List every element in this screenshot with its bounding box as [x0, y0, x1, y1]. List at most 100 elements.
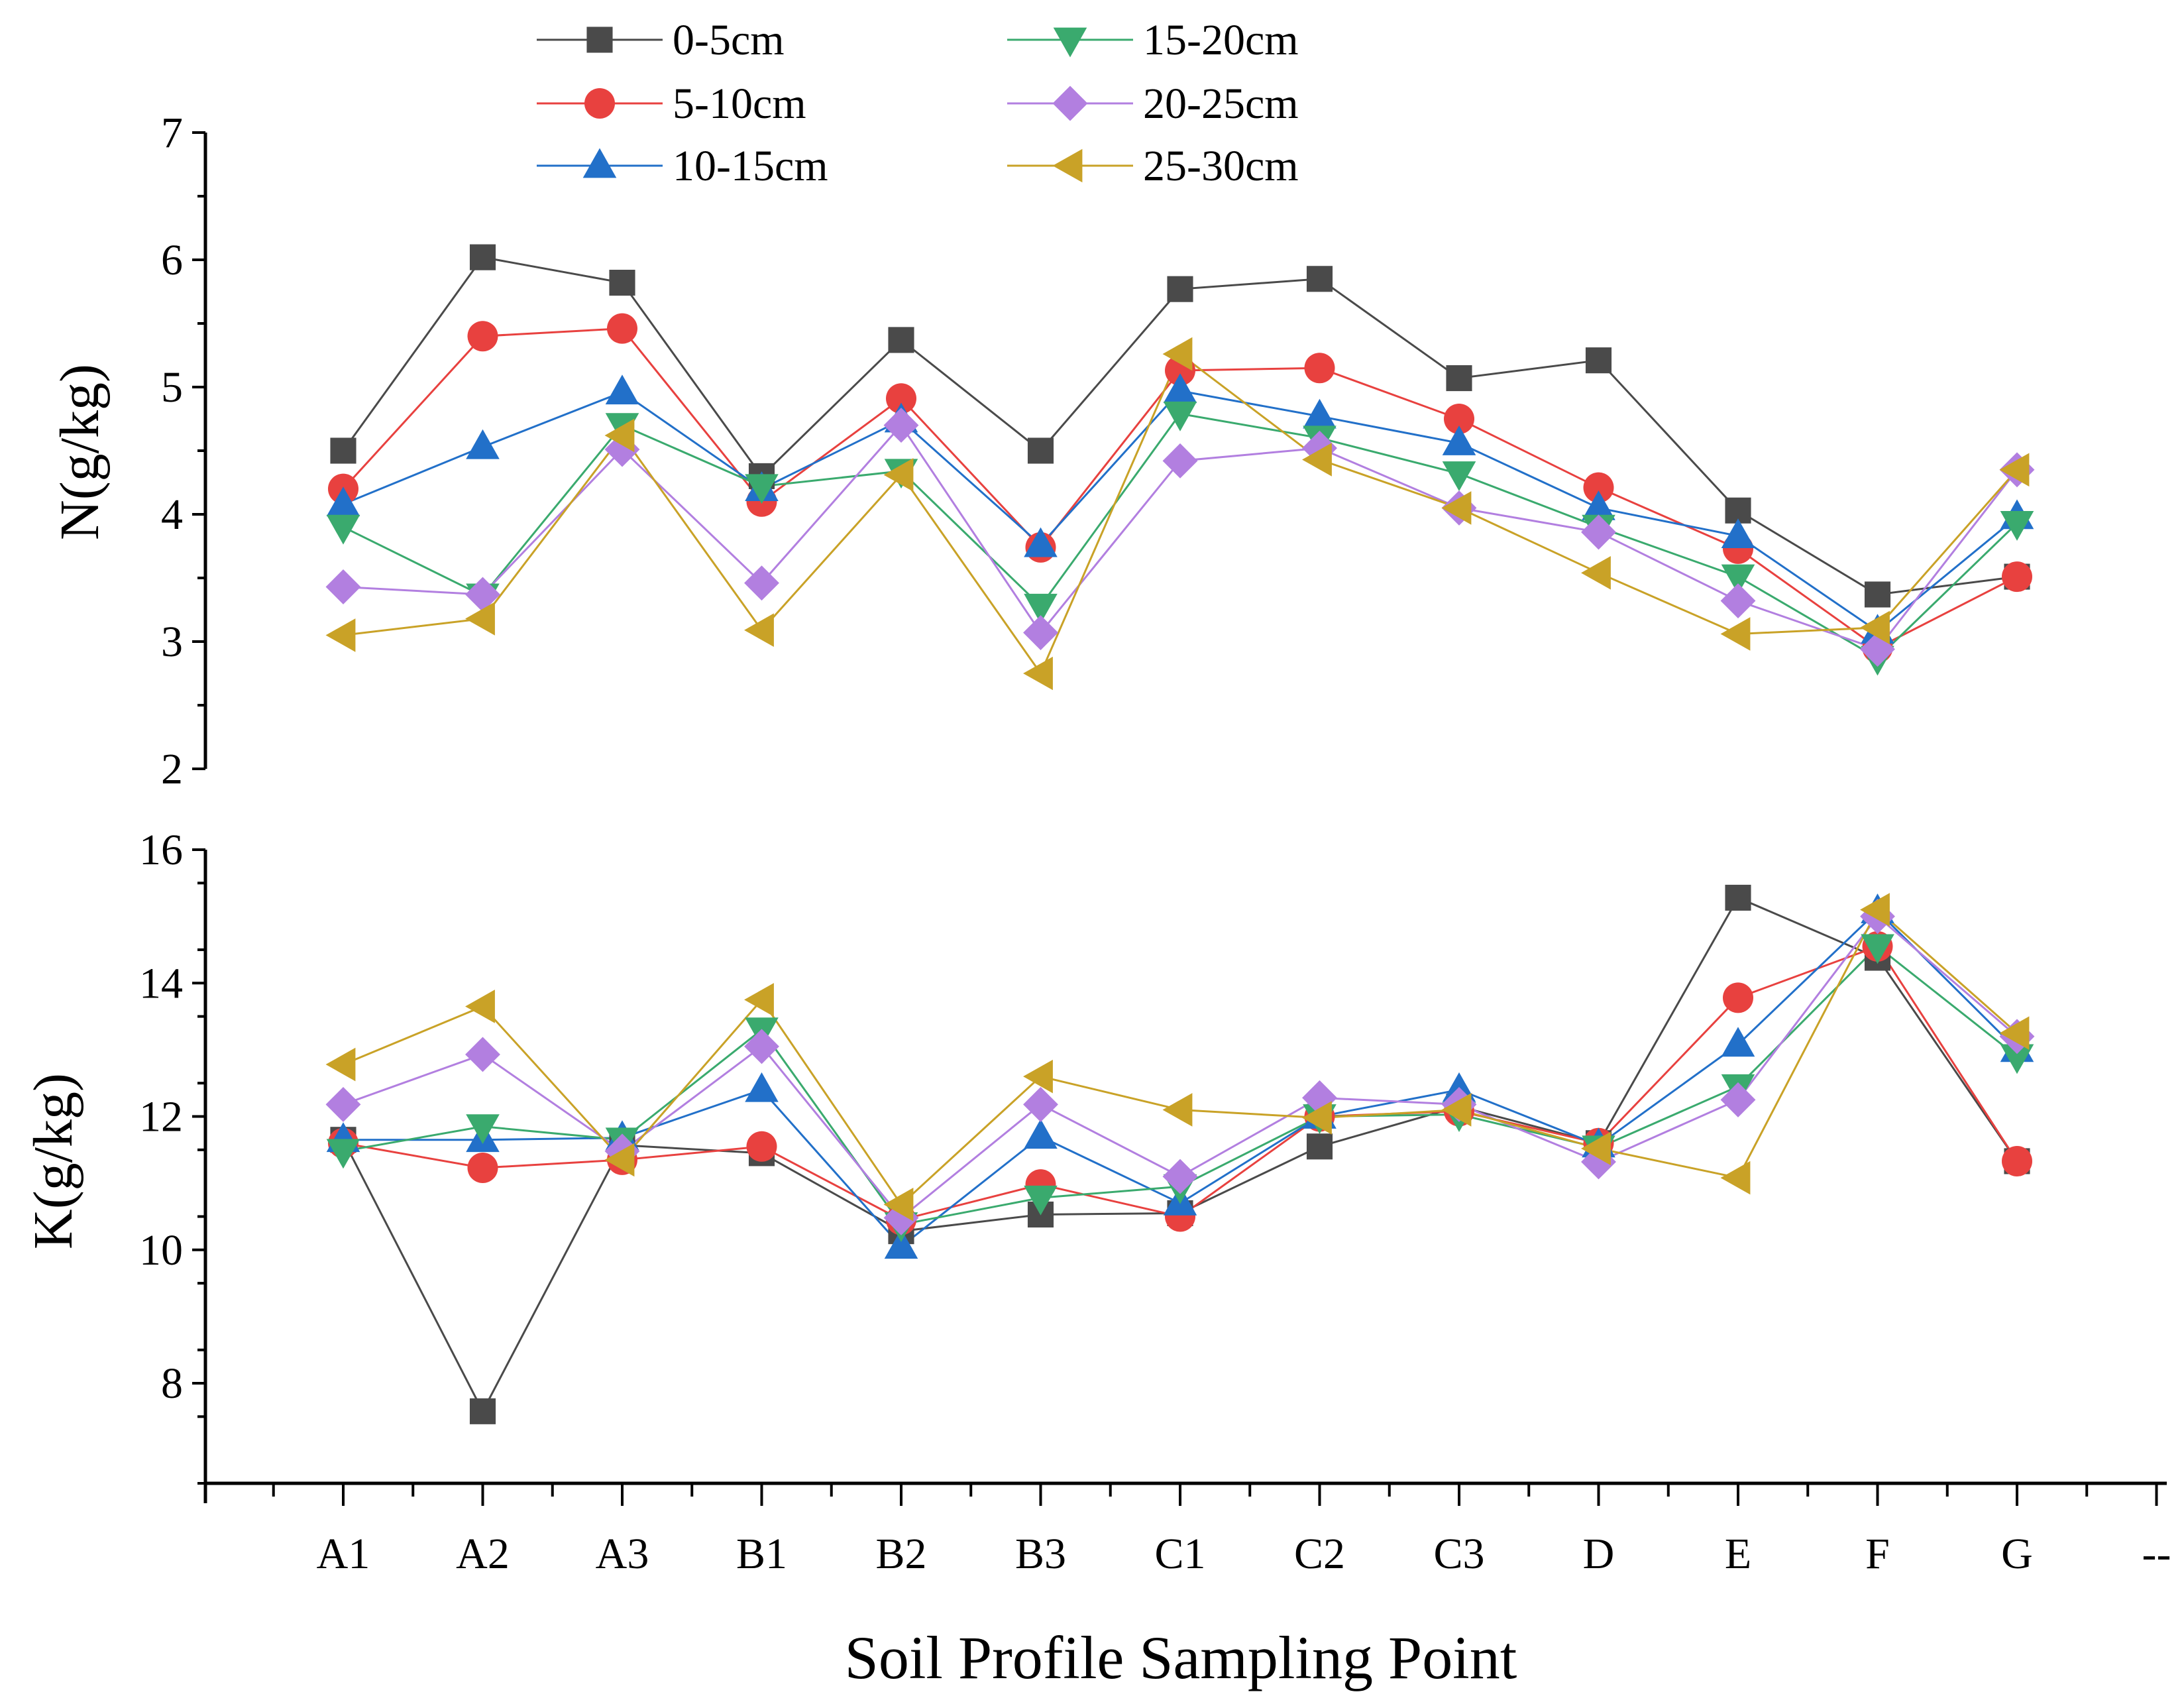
k-point-20-25cm-d	[1581, 1144, 1616, 1180]
k-point-25-30cm-b1	[744, 983, 774, 1017]
x-tick-label-a3: A3	[596, 1530, 649, 1578]
n-point-20-25cm-b1	[744, 565, 779, 601]
k-point-15-20cm-a1	[326, 1139, 360, 1169]
k-point-0-5cm-e	[1725, 884, 1751, 911]
n-point-15-20cm-a1	[326, 514, 360, 545]
k-point-0-5cm-c2	[1306, 1133, 1333, 1160]
n-point-0-5cm-a1	[330, 437, 356, 464]
k-axis-title: K(g/kg)	[23, 1073, 84, 1249]
n-y-tick-label-5: 5	[161, 363, 183, 412]
legend-item-5-10cm: 5-10cm	[537, 80, 806, 128]
n-point-5-10cm-a3	[607, 313, 637, 344]
n-point-5-10cm-d	[1583, 472, 1614, 503]
n-point-15-20cm-b3	[1024, 593, 1058, 624]
n-point-25-30cm-f	[1860, 610, 1890, 645]
n-point-10-15cm-b3	[1024, 527, 1058, 557]
n-point-0-5cm-c3	[1446, 365, 1472, 392]
k-point-25-30cm-a3	[604, 1143, 635, 1177]
n-point-0-5cm-a2	[469, 244, 496, 270]
k-series-markers-25-30cm	[325, 893, 2030, 1222]
k-y-tick-label-10: 10	[139, 1226, 183, 1275]
n-point-10-15cm-a2	[466, 429, 500, 459]
n-point-0-5cm-c2	[1306, 266, 1333, 292]
legend-item-15-20cm: 15-20cm	[1007, 16, 1299, 64]
k-series-markers-20-25cm	[325, 899, 2035, 1235]
k-point-25-30cm-b3	[1023, 1059, 1053, 1094]
n-point-10-15cm-e	[1721, 518, 1755, 549]
shared-x-axis: A1 A2 A3 B1 B2 B3 C1 C2 C3 D E F G --	[205, 1481, 2171, 1578]
n-panel: 2 3 4 5 6 7	[161, 109, 2035, 793]
x-tick-label-a1: A1	[317, 1530, 370, 1578]
k-point-10-15cm-e	[1721, 1027, 1755, 1057]
k-point-0-5cm-a2	[469, 1398, 496, 1424]
k-series-markers-0-5cm	[330, 884, 2030, 1424]
n-point-15-20cm-e	[1721, 564, 1755, 595]
k-y-tick-label-8: 8	[161, 1359, 183, 1408]
k-point-5-10cm-e	[1723, 982, 1753, 1013]
k-panel: 8 10 12 14 16	[139, 826, 2035, 1503]
legend-marker-5-10cm	[584, 88, 615, 119]
k-point-15-20cm-f	[1861, 934, 1894, 964]
k-point-5-10cm-b1	[746, 1131, 777, 1162]
n-point-15-20cm-g	[2000, 511, 2034, 541]
n-y-tick-label-3: 3	[161, 618, 183, 666]
n-point-0-5cm-d	[1585, 347, 1612, 374]
n-point-25-30cm-c2	[1302, 443, 1332, 477]
k-y-tick-label-16: 16	[139, 826, 183, 874]
n-point-25-30cm-a3	[604, 418, 635, 453]
k-point-25-30cm-c1	[1162, 1093, 1193, 1127]
k-y-tick-label-12: 12	[139, 1093, 183, 1141]
k-point-25-30cm-d	[1581, 1131, 1611, 1166]
n-axis-title: N(g/kg)	[49, 364, 111, 540]
k-point-20-25cm-c1	[1162, 1159, 1198, 1194]
n-point-10-15cm-a3	[605, 374, 639, 405]
legend-label: 15-20cm	[1143, 16, 1299, 64]
legend-marker-0-5cm	[586, 27, 613, 53]
k-point-15-20cm-g	[2000, 1044, 2034, 1074]
n-point-5-10cm-a2	[467, 321, 498, 352]
n-point-10-15cm-c2	[1303, 398, 1337, 429]
n-point-10-15cm-c1	[1163, 373, 1197, 404]
x-tick-label-c3: C3	[1433, 1530, 1484, 1578]
k-point-25-30cm-e	[1720, 1161, 1751, 1195]
k-point-25-30cm-b2	[883, 1188, 914, 1222]
k-point-5-10cm-a2	[467, 1153, 498, 1184]
n-point-25-30cm-b2	[883, 458, 914, 492]
k-point-10-15cm-b1	[745, 1072, 779, 1102]
n-point-0-5cm-c1	[1167, 276, 1193, 302]
n-point-10-15cm-d	[1582, 490, 1615, 520]
x-tick-label-b3: B3	[1015, 1530, 1066, 1578]
legend-marker-20-25cm	[1052, 85, 1088, 121]
k-point-20-25cm-a1	[325, 1086, 361, 1122]
n-point-25-30cm-c1	[1162, 337, 1193, 371]
x-tick-label-f: F	[1865, 1530, 1890, 1578]
k-point-25-30cm-g	[1999, 1016, 2030, 1051]
k-point-20-25cm-e	[1720, 1082, 1756, 1117]
x-axis-title: Soil Profile Sampling Point	[845, 1624, 1517, 1691]
n-point-20-25cm-f	[1860, 632, 1895, 667]
k-point-25-30cm-a2	[465, 990, 495, 1023]
n-point-20-25cm-c2	[1302, 430, 1337, 466]
k-y-tick-label-14: 14	[139, 959, 183, 1007]
k-point-25-30cm-c3	[1441, 1093, 1472, 1127]
k-point-20-25cm-a2	[465, 1037, 500, 1072]
legend-item-25-30cm: 25-30cm	[1007, 142, 1299, 190]
x-tick-label-d: D	[1583, 1530, 1615, 1578]
legend-item-0-5cm: 0-5cm	[537, 16, 785, 64]
k-point-25-30cm-a1	[325, 1047, 356, 1082]
x-tick-label-a2: A2	[456, 1530, 510, 1578]
legend-label: 10-15cm	[673, 142, 828, 190]
n-point-25-30cm-b3	[1023, 656, 1053, 691]
n-point-25-30cm-a1	[325, 618, 356, 652]
n-point-20-25cm-b2	[883, 408, 919, 443]
n-series-markers-20-25cm	[325, 408, 2035, 667]
legend-label: 5-10cm	[673, 80, 806, 128]
legend-label: 20-25cm	[1143, 80, 1299, 128]
n-point-15-20cm-b1	[745, 474, 779, 504]
n-point-0-5cm-b3	[1027, 437, 1054, 464]
x-tick-label-b1: B1	[736, 1530, 787, 1578]
x-tick-label-c1: C1	[1154, 1530, 1205, 1578]
x-tick-label-e: E	[1725, 1530, 1751, 1578]
